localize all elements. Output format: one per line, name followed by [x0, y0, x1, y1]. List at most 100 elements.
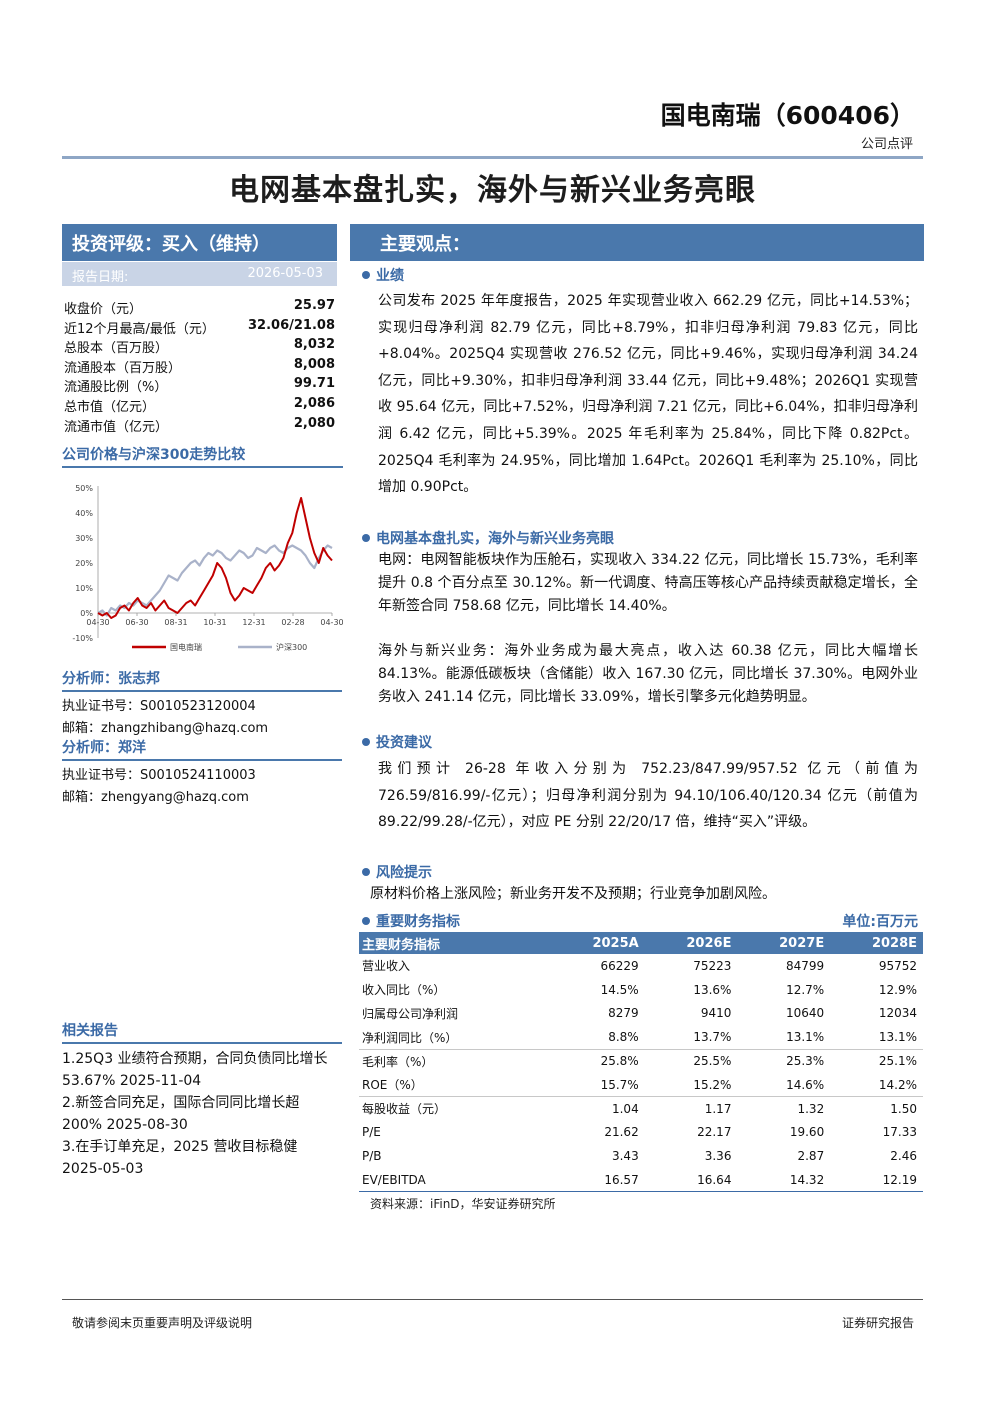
analyst-title: 分析师：张志邦 [62, 671, 160, 687]
analyst-email: 邮箱：zhangzhibang@hazq.com [62, 721, 269, 736]
table-cell: 13.6% [693, 982, 732, 997]
table-row: 营业收入 66229 75223 84799 95752 [359, 954, 923, 978]
stat-label: 流通股比例（%） [64, 380, 168, 396]
legend-label: 国电南瑞 [170, 642, 202, 652]
table-header-row: 主要财务指标 2025A 2026E 2027E 2028E [359, 932, 923, 954]
table-cell: 16.64 [644, 1168, 738, 1193]
paragraph-grid: 电网：电网智能板块作为压舱石，实现收入 334.22 亿元，同比增长 15.73… [378, 552, 918, 614]
table-cell: 9410 [700, 1006, 732, 1021]
row-label: 收入同比（%） [362, 983, 446, 998]
table-cell: 14.6% [737, 1072, 831, 1098]
column-header: 2026E [644, 932, 738, 954]
analyst-title: 分析师：郑洋 [62, 740, 146, 756]
table-row: EV/EBITDA 16.57 16.64 14.32 12.19 [359, 1168, 923, 1193]
stat-label: 总市值（亿元） [64, 399, 156, 415]
stat-value: 99.71 [293, 376, 335, 392]
column-header: 2028E [830, 932, 923, 954]
stat-value: 32.06/21.08 [248, 317, 335, 333]
table-cell: 13.7% [644, 1025, 738, 1050]
table-cell: 25.5% [693, 1054, 732, 1069]
x-tick-label: 08-31 [164, 618, 187, 627]
analyst-divider [62, 759, 342, 761]
table-cell: 3.36 [704, 1149, 732, 1164]
related-item[interactable]: 3.在手订单充足，2025 营收目标稳健 2025-05-03 [62, 1139, 298, 1177]
series-line-hs300 [97, 544, 333, 617]
table-cell: 8.8% [549, 1025, 645, 1050]
related-reports: 相关报告 1.25Q3 业绩符合预期，合同负债同比增长 53.67% 2025-… [62, 1020, 342, 1180]
table-row: P/E 21.62 22.17 19.60 17.33 [359, 1121, 923, 1145]
section-head-risk: 风险提示 [362, 862, 432, 882]
table-cell: 13.1% [830, 1025, 923, 1050]
section-head-text: 重要财务指标 [376, 914, 460, 930]
section-head-text: 风险提示 [376, 865, 432, 881]
table-row: P/B 3.43 3.36 2.87 2.46 [359, 1144, 923, 1168]
rating-banner: 投资评级：买入（维持） [62, 224, 337, 261]
stat-row: 总股本（百万股） 8,032 [62, 336, 337, 356]
related-title: 相关报告 [62, 1023, 118, 1039]
x-tick-label: 04-30 [320, 618, 343, 627]
analyst-email: 邮箱：zhengyang@hazq.com [62, 790, 249, 805]
financials-table: 主要财务指标 2025A 2026E 2027E 2028E 营业收入 66229… [359, 932, 923, 1193]
table-cell: 1.32 [797, 1101, 825, 1116]
stat-value: 2,086 [293, 395, 335, 411]
y-tick-label: 30% [75, 534, 93, 543]
y-tick-label: 40% [75, 509, 93, 518]
table-cell: 25.8% [600, 1054, 639, 1069]
table-cell: 17.33 [882, 1125, 917, 1140]
analyst-cert: 执业证书号：S0010523120004 [62, 699, 256, 714]
row-label: ROE（%） [359, 1072, 550, 1098]
stat-label: 流通市值（亿元） [64, 419, 169, 435]
row-label: 每股收益（元） [362, 1102, 447, 1117]
table-row: 毛利率（%） 25.8% 25.5% 25.3% 25.1% [359, 1049, 923, 1073]
table-cell: 22.17 [697, 1125, 732, 1140]
table-cell: 75223 [693, 958, 732, 973]
x-tick-label: 10-31 [203, 618, 226, 627]
related-item[interactable]: 1.25Q3 业绩符合预期，合同负债同比增长 53.67% 2025-11-04 [62, 1051, 328, 1089]
row-label: P/B [362, 1149, 382, 1164]
footer-disclaimer[interactable]: 敬请参阅末页重要声明及评级说明 [72, 1316, 253, 1330]
related-item[interactable]: 2.新签合同充足，国际合同同比增长超 200% 2025-08-30 [62, 1095, 300, 1133]
table-row: 收入同比（%） 14.5% 13.6% 12.7% 12.9% [359, 978, 923, 1002]
table-cell: 12.9% [878, 982, 917, 997]
row-label: 归属母公司净利润 [362, 1006, 459, 1021]
table-cell: 19.60 [789, 1125, 825, 1140]
stat-row: 流通市值（亿元） 2,080 [62, 415, 337, 435]
row-label: 营业收入 [362, 959, 411, 974]
x-tick-label: 04-30 [86, 618, 109, 627]
table-row: ROE（%） 15.7% 15.2% 14.6% 14.2% [359, 1072, 923, 1098]
report-headline: 电网基本盘扎实，海外与新兴业务亮眼 [229, 173, 756, 208]
series-line-company [97, 497, 333, 619]
stat-value: 25.97 [293, 298, 335, 313]
y-tick-label: 50% [75, 484, 93, 493]
analyst-block: 分析师：张志邦 执业证书号：S0010523120004 邮箱：zhangzhi… [62, 668, 342, 740]
report-date-bar: 报告日期: 2026-05-03 [62, 262, 337, 286]
section-head-advice: 投资建议 [362, 732, 432, 752]
table-cell: 16.57 [549, 1168, 645, 1193]
paragraph-advice: 我们预计 26-28 年收入分别为 752.23/847.99/957.52 亿… [378, 761, 918, 830]
analyst-block: 分析师：郑洋 执业证书号：S0010524110003 邮箱：zhengyang… [62, 737, 342, 809]
table-cell: 25.3% [786, 1054, 825, 1069]
y-tick-label: -10% [72, 634, 93, 643]
table-cell: 1.50 [890, 1101, 917, 1116]
column-header: 2027E [737, 932, 831, 954]
section-head-performance: 业绩 [362, 265, 404, 285]
paragraph-overseas: 海外与新兴业务：海外业务成为最大亮点，收入达 60.38 亿元，同比大幅增长 8… [378, 643, 918, 705]
paragraph-risk: 原材料价格上涨风险；新业务开发不及预期；行业竞争加剧风险。 [370, 886, 776, 902]
table-cell: 66229 [600, 958, 639, 973]
stock-stats: 收盘价（元） 25.97 近12个月最高/最低（元） 32.06/21.08 总股本… [62, 297, 337, 435]
y-tick-label: 10% [75, 584, 93, 593]
bullet-icon [362, 271, 370, 279]
table-cell: 25.1% [878, 1054, 917, 1069]
price-chart-svg: 50% 40% 30% 20% 10% 0% -10% 04-30 06-30 08-31 10-3… [72, 484, 343, 652]
footer-doc-type: 证券研究报告 [841, 1316, 914, 1330]
table-cell: 14.2% [830, 1072, 923, 1098]
table-cell: 2.87 [797, 1149, 825, 1164]
price-chart: 50% 40% 30% 20% 10% 0% -10% 04-30 06-30 08-31 10-3… [62, 474, 343, 664]
table-cell: 84799 [786, 958, 825, 973]
stat-value: 8,032 [293, 337, 335, 353]
stat-row: 近12个月最高/最低（元） 32.06/21.08 [62, 317, 337, 337]
table-row: 净利润同比（%） 8.8% 13.7% 13.1% 13.1% [359, 1025, 923, 1050]
table-cell: 95752 [878, 958, 917, 973]
table-source: 资料来源：iFinD，华安证券研究所 [370, 1197, 556, 1211]
header-divider [62, 156, 923, 159]
